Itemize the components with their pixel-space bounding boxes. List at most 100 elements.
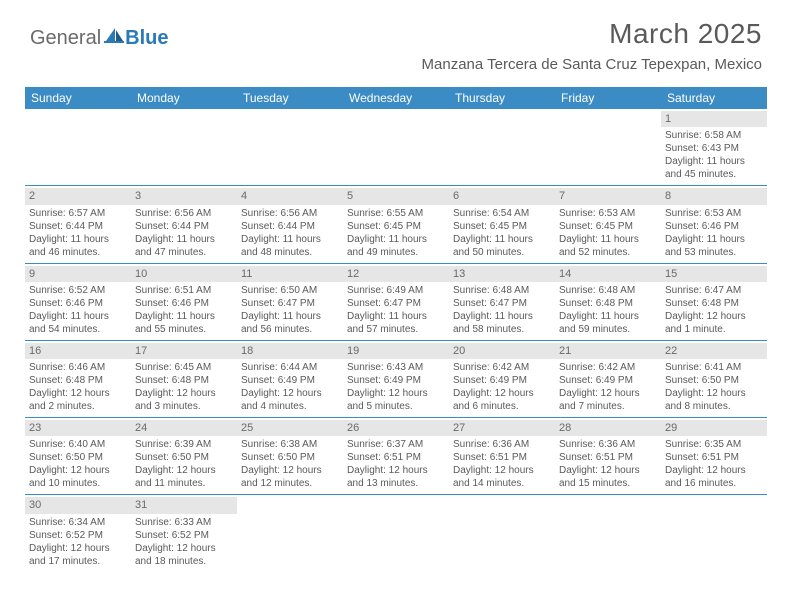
sunrise-text: Sunrise: 6:46 AM: [29, 361, 127, 374]
day-number: 24: [131, 420, 237, 436]
sunrise-text: Sunrise: 6:43 AM: [347, 361, 445, 374]
sunrise-text: Sunrise: 6:53 AM: [559, 207, 657, 220]
day-number: 5: [343, 188, 449, 204]
sunset-text: Sunset: 6:48 PM: [665, 297, 763, 310]
daylight-text: Daylight: 12 hours and 2 minutes.: [29, 387, 127, 413]
sunset-text: Sunset: 6:46 PM: [665, 220, 763, 233]
daylight-text: Daylight: 11 hours and 54 minutes.: [29, 310, 127, 336]
daylight-text: Daylight: 12 hours and 6 minutes.: [453, 387, 551, 413]
calendar-cell: 7Sunrise: 6:53 AMSunset: 6:45 PMDaylight…: [555, 186, 661, 263]
calendar-cell: 15Sunrise: 6:47 AMSunset: 6:48 PMDayligh…: [661, 263, 767, 340]
sunrise-text: Sunrise: 6:54 AM: [453, 207, 551, 220]
day-number: 22: [661, 343, 767, 359]
calendar-cell: 12Sunrise: 6:49 AMSunset: 6:47 PMDayligh…: [343, 263, 449, 340]
sunset-text: Sunset: 6:50 PM: [241, 451, 339, 464]
day-number: 12: [343, 266, 449, 282]
calendar-cell: 20Sunrise: 6:42 AMSunset: 6:49 PMDayligh…: [449, 340, 555, 417]
weekday-header: Friday: [555, 87, 661, 109]
daylight-text: Daylight: 12 hours and 11 minutes.: [135, 464, 233, 490]
sunset-text: Sunset: 6:49 PM: [347, 374, 445, 387]
sunset-text: Sunset: 6:50 PM: [135, 451, 233, 464]
daylight-text: Daylight: 11 hours and 52 minutes.: [559, 233, 657, 259]
daylight-text: Daylight: 12 hours and 15 minutes.: [559, 464, 657, 490]
day-number: 29: [661, 420, 767, 436]
month-title: March 2025: [422, 18, 762, 50]
calendar-row: 23Sunrise: 6:40 AMSunset: 6:50 PMDayligh…: [25, 418, 767, 495]
day-number: 6: [449, 188, 555, 204]
day-number: 20: [449, 343, 555, 359]
calendar-row: 30Sunrise: 6:34 AMSunset: 6:52 PMDayligh…: [25, 495, 767, 572]
sunset-text: Sunset: 6:47 PM: [453, 297, 551, 310]
day-number: 28: [555, 420, 661, 436]
sunset-text: Sunset: 6:46 PM: [135, 297, 233, 310]
sunset-text: Sunset: 6:45 PM: [347, 220, 445, 233]
sunrise-text: Sunrise: 6:36 AM: [559, 438, 657, 451]
day-number: 26: [343, 420, 449, 436]
daylight-text: Daylight: 12 hours and 7 minutes.: [559, 387, 657, 413]
sunset-text: Sunset: 6:44 PM: [241, 220, 339, 233]
day-number: 8: [661, 188, 767, 204]
calendar-cell: 29Sunrise: 6:35 AMSunset: 6:51 PMDayligh…: [661, 418, 767, 495]
calendar-cell: 27Sunrise: 6:36 AMSunset: 6:51 PMDayligh…: [449, 418, 555, 495]
calendar-cell-empty: [343, 109, 449, 186]
sunrise-text: Sunrise: 6:35 AM: [665, 438, 763, 451]
calendar-cell-empty: [343, 495, 449, 572]
weekday-header: Saturday: [661, 87, 767, 109]
sunrise-text: Sunrise: 6:57 AM: [29, 207, 127, 220]
calendar-cell: 18Sunrise: 6:44 AMSunset: 6:49 PMDayligh…: [237, 340, 343, 417]
sunset-text: Sunset: 6:52 PM: [29, 529, 127, 542]
sunset-text: Sunset: 6:44 PM: [29, 220, 127, 233]
daylight-text: Daylight: 11 hours and 46 minutes.: [29, 233, 127, 259]
sunrise-text: Sunrise: 6:41 AM: [665, 361, 763, 374]
day-number: 19: [343, 343, 449, 359]
day-number: 14: [555, 266, 661, 282]
sunrise-text: Sunrise: 6:42 AM: [453, 361, 551, 374]
daylight-text: Daylight: 11 hours and 56 minutes.: [241, 310, 339, 336]
day-number: 13: [449, 266, 555, 282]
calendar-table: SundayMondayTuesdayWednesdayThursdayFrid…: [25, 87, 767, 572]
sunrise-text: Sunrise: 6:39 AM: [135, 438, 233, 451]
logo-text-blue: Blue: [125, 27, 168, 50]
day-number: 10: [131, 266, 237, 282]
calendar-cell-empty: [449, 109, 555, 186]
logo-text-general: General: [30, 27, 101, 50]
calendar-row: 9Sunrise: 6:52 AMSunset: 6:46 PMDaylight…: [25, 263, 767, 340]
sunrise-text: Sunrise: 6:58 AM: [665, 129, 763, 142]
day-number: 25: [237, 420, 343, 436]
logo: General Blue: [30, 26, 169, 51]
sunset-text: Sunset: 6:45 PM: [453, 220, 551, 233]
sunrise-text: Sunrise: 6:44 AM: [241, 361, 339, 374]
sunset-text: Sunset: 6:51 PM: [347, 451, 445, 464]
sunrise-text: Sunrise: 6:37 AM: [347, 438, 445, 451]
daylight-text: Daylight: 11 hours and 59 minutes.: [559, 310, 657, 336]
calendar-body: 1Sunrise: 6:58 AMSunset: 6:43 PMDaylight…: [25, 109, 767, 572]
day-number: 11: [237, 266, 343, 282]
daylight-text: Daylight: 12 hours and 4 minutes.: [241, 387, 339, 413]
sunrise-text: Sunrise: 6:40 AM: [29, 438, 127, 451]
daylight-text: Daylight: 12 hours and 14 minutes.: [453, 464, 551, 490]
calendar-cell-empty: [237, 109, 343, 186]
sunset-text: Sunset: 6:49 PM: [559, 374, 657, 387]
weekday-header: Thursday: [449, 87, 555, 109]
daylight-text: Daylight: 11 hours and 50 minutes.: [453, 233, 551, 259]
location-text: Manzana Tercera de Santa Cruz Tepexpan, …: [422, 56, 762, 73]
day-number: 31: [131, 497, 237, 513]
daylight-text: Daylight: 12 hours and 12 minutes.: [241, 464, 339, 490]
sunrise-text: Sunrise: 6:56 AM: [135, 207, 233, 220]
day-number: 3: [131, 188, 237, 204]
calendar-cell-empty: [237, 495, 343, 572]
calendar-cell: 30Sunrise: 6:34 AMSunset: 6:52 PMDayligh…: [25, 495, 131, 572]
daylight-text: Daylight: 11 hours and 55 minutes.: [135, 310, 233, 336]
daylight-text: Daylight: 11 hours and 58 minutes.: [453, 310, 551, 336]
calendar-cell: 14Sunrise: 6:48 AMSunset: 6:48 PMDayligh…: [555, 263, 661, 340]
calendar-cell: 10Sunrise: 6:51 AMSunset: 6:46 PMDayligh…: [131, 263, 237, 340]
calendar-cell: 21Sunrise: 6:42 AMSunset: 6:49 PMDayligh…: [555, 340, 661, 417]
daylight-text: Daylight: 12 hours and 5 minutes.: [347, 387, 445, 413]
day-number: 9: [25, 266, 131, 282]
calendar-cell: 24 Sunrise: 6:39 AMSunset: 6:50 PMDayligh…: [131, 418, 237, 495]
calendar-cell: 1Sunrise: 6:58 AMSunset: 6:43 PMDaylight…: [661, 109, 767, 186]
sunrise-text: Sunrise: 6:36 AM: [453, 438, 551, 451]
calendar-cell-empty: [25, 109, 131, 186]
daylight-text: Daylight: 11 hours and 53 minutes.: [665, 233, 763, 259]
calendar-cell: 9Sunrise: 6:52 AMSunset: 6:46 PMDaylight…: [25, 263, 131, 340]
